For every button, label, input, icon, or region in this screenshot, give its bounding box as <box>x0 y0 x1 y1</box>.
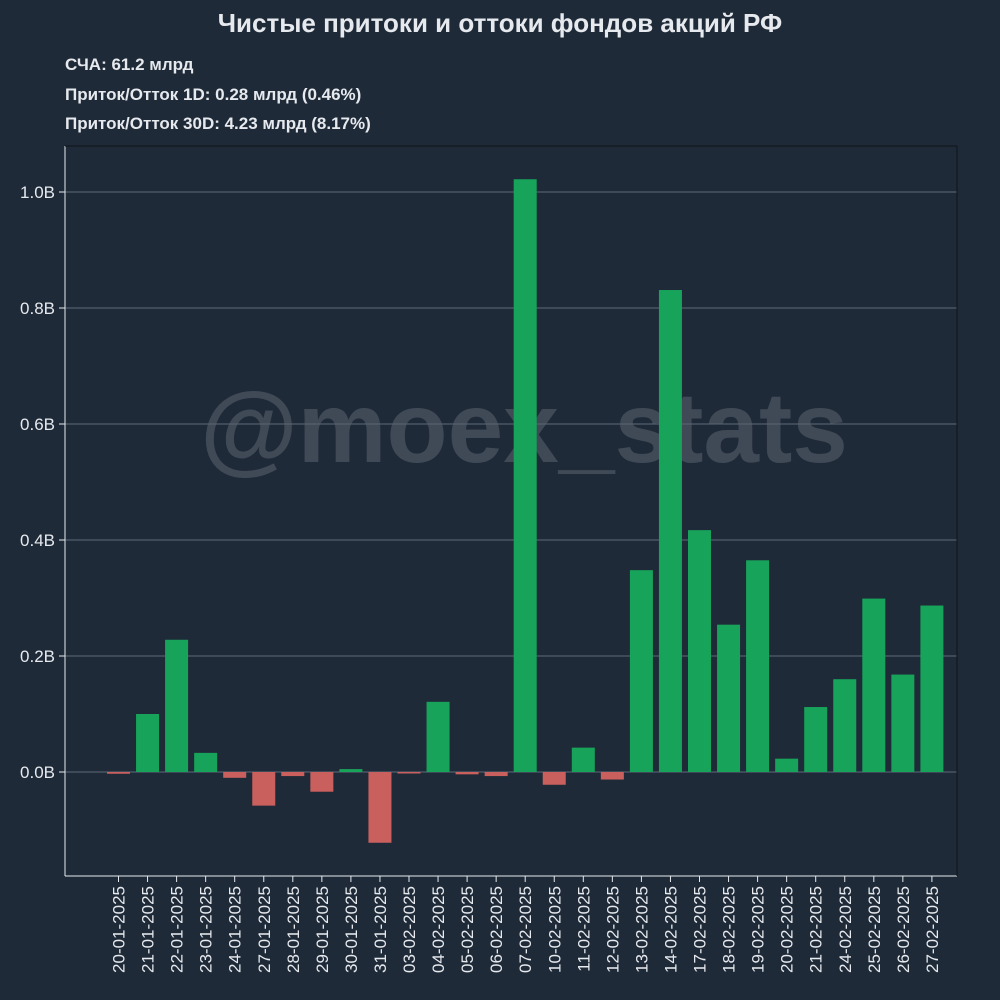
x-tick-label: 03-02-2025 <box>400 886 419 973</box>
bar-23-01-2025 <box>194 752 218 772</box>
bar-29-01-2025 <box>310 772 334 792</box>
bar-13-02-2025 <box>629 570 653 772</box>
x-tick-label: 11-02-2025 <box>574 886 593 972</box>
bar-11-02-2025 <box>571 747 595 772</box>
x-tick-label: 21-01-2025 <box>139 886 158 973</box>
x-tick-label: 24-02-2025 <box>836 886 855 973</box>
bar-18-02-2025 <box>717 624 741 772</box>
x-tick-label: 27-02-2025 <box>923 886 942 973</box>
bar-30-01-2025 <box>339 769 363 772</box>
bar-21-02-2025 <box>804 707 828 772</box>
x-tick-label: 18-02-2025 <box>720 886 739 973</box>
y-tick-label: 0.2B <box>20 647 55 666</box>
x-tick-label: 22-01-2025 <box>168 886 187 973</box>
bar-26-02-2025 <box>891 674 915 772</box>
bar-20-02-2025 <box>775 758 799 772</box>
bar-12-02-2025 <box>600 772 624 780</box>
bar-10-02-2025 <box>542 772 566 785</box>
x-tick-label: 06-02-2025 <box>487 886 506 973</box>
x-tick-label: 28-01-2025 <box>284 886 303 973</box>
aum-annotation: СЧА: 61.2 млрд <box>65 55 194 74</box>
x-tick-label: 13-02-2025 <box>632 886 651 973</box>
x-tick-label: 12-02-2025 <box>603 886 622 973</box>
x-tick-label: 04-02-2025 <box>429 886 448 973</box>
flow-1d-annotation: Приток/Отток 1D: 0.28 млрд (0.46%) <box>65 85 362 104</box>
x-tick-label: 20-02-2025 <box>778 886 797 973</box>
bar-28-01-2025 <box>281 772 305 777</box>
chart-title: Чистые притоки и оттоки фондов акций РФ <box>217 8 783 38</box>
y-tick-label: 0.4B <box>20 531 55 550</box>
x-tick-label: 31-01-2025 <box>371 886 390 973</box>
bar-04-02-2025 <box>426 701 450 772</box>
x-tick-label: 23-01-2025 <box>197 886 216 973</box>
bar-03-02-2025 <box>397 772 421 774</box>
bar-07-02-2025 <box>513 179 537 773</box>
bar-19-02-2025 <box>746 560 770 772</box>
bar-27-01-2025 <box>252 772 276 806</box>
bar-06-02-2025 <box>484 772 508 777</box>
bar-31-01-2025 <box>368 772 392 843</box>
y-tick-label: 0.6B <box>20 415 55 434</box>
bar-27-02-2025 <box>920 605 944 772</box>
x-tick-label: 19-02-2025 <box>749 886 768 973</box>
ticks-layer: 0.0B 0.2B 0.4B 0.6B 0.8B 1.0B 20-01-2025 21-01-… <box>20 183 942 973</box>
x-tick-label: 26-02-2025 <box>894 886 913 973</box>
x-tick-label: 27-01-2025 <box>255 886 274 973</box>
bar-14-02-2025 <box>658 290 682 772</box>
bar-24-02-2025 <box>833 679 857 772</box>
x-tick-label: 05-02-2025 <box>458 886 477 973</box>
axes-layer <box>59 145 958 882</box>
bar-21-01-2025 <box>136 714 160 772</box>
bar-20-01-2025 <box>107 772 130 774</box>
x-tick-label: 10-02-2025 <box>545 886 564 973</box>
x-tick-label: 14-02-2025 <box>661 886 680 973</box>
y-tick-label: 0.0B <box>20 763 55 782</box>
bar-17-02-2025 <box>688 530 711 772</box>
x-tick-label: 29-01-2025 <box>313 886 332 973</box>
bar-24-01-2025 <box>223 772 247 778</box>
x-tick-label: 07-02-2025 <box>516 886 535 973</box>
grid-layer <box>65 191 957 773</box>
x-tick-label: 30-01-2025 <box>342 886 361 973</box>
x-tick-label: 17-02-2025 <box>691 886 710 973</box>
y-tick-label: 1.0B <box>20 183 55 202</box>
x-tick-label: 24-01-2025 <box>226 886 245 973</box>
x-tick-label: 25-02-2025 <box>865 886 884 973</box>
y-tick-label: 0.8B <box>20 299 55 318</box>
x-tick-label: 21-02-2025 <box>807 886 826 973</box>
x-tick-label: 20-01-2025 <box>110 886 129 973</box>
flow-30d-annotation: Приток/Отток 30D: 4.23 млрд (8.17%) <box>65 114 371 133</box>
bars-layer <box>107 179 944 843</box>
bar-22-01-2025 <box>165 639 189 772</box>
bar-05-02-2025 <box>455 772 479 775</box>
bar-25-02-2025 <box>862 598 886 772</box>
